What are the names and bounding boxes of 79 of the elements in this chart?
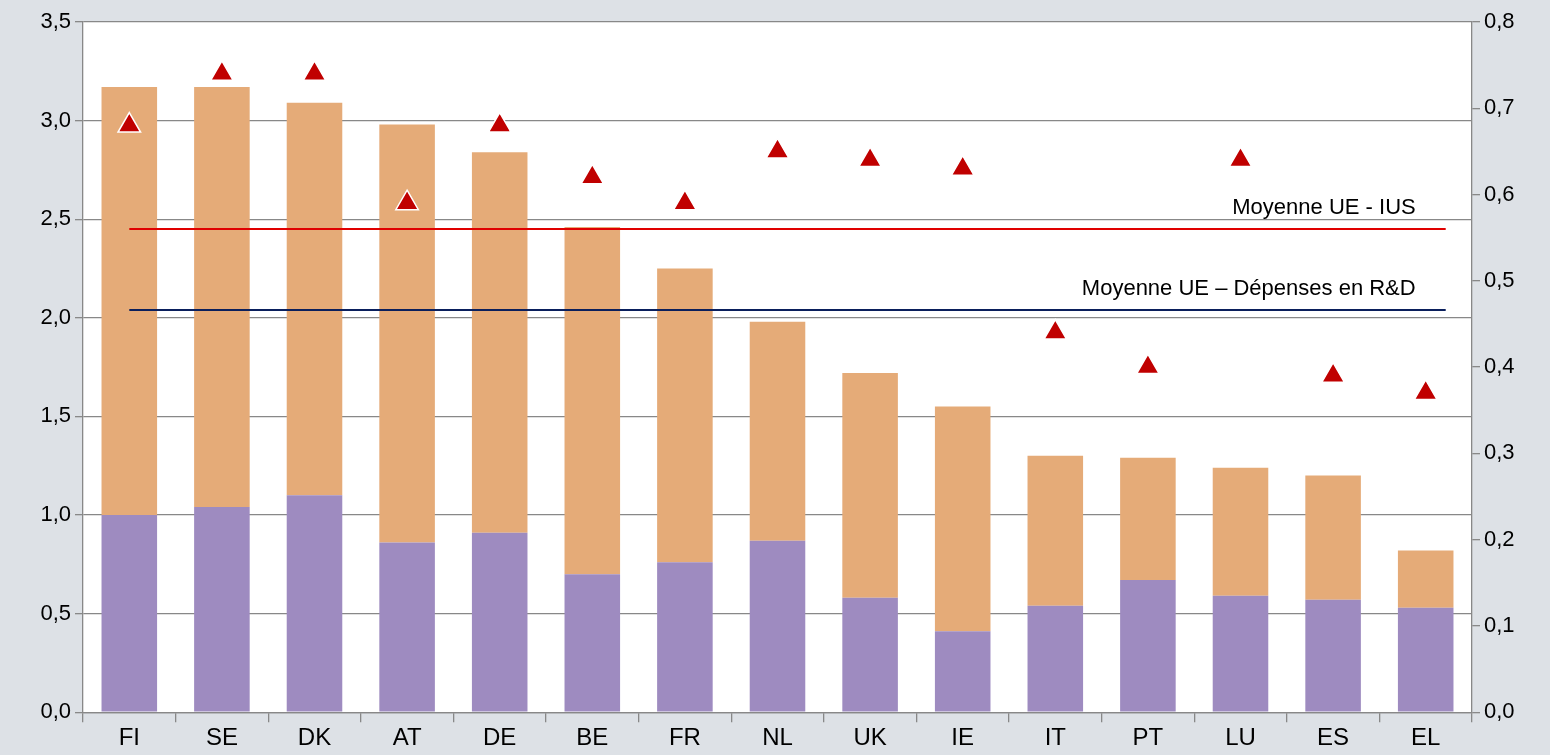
bar: [934, 631, 991, 712]
y-tick-label: 3,0: [40, 106, 71, 132]
point: [1413, 379, 1438, 401]
bar: [564, 574, 621, 712]
x-tick-label: NL: [762, 723, 793, 751]
bar: [749, 321, 806, 541]
ref-line-label: Moyenne UE - IUS: [1232, 194, 1416, 220]
bar: [471, 532, 528, 712]
bar: [471, 152, 528, 533]
point: [950, 154, 975, 176]
bar: [842, 373, 898, 598]
y-tick-label: 1,5: [40, 402, 71, 428]
bar: [1120, 457, 1176, 581]
y-tick-label: 0,0: [40, 698, 71, 724]
y-tick-label: 1,0: [40, 501, 71, 527]
point: [1043, 318, 1068, 340]
x-tick-label: IE: [951, 723, 975, 751]
point: [672, 189, 697, 211]
bar: [101, 515, 158, 712]
bar: [1027, 605, 1084, 712]
bar: [286, 495, 343, 712]
y-tick-label: 3,5: [40, 8, 71, 34]
bar: [1397, 607, 1454, 712]
y2-tick-label: 0,4: [1484, 353, 1515, 379]
bar: [194, 87, 250, 508]
point: [117, 111, 142, 133]
y2-tick-label: 0,1: [1484, 611, 1515, 637]
point: [858, 146, 883, 168]
y2-tick-label: 0,6: [1484, 180, 1515, 206]
point: [395, 189, 420, 211]
y2-tick-label: 0,0: [1484, 698, 1515, 724]
point: [209, 60, 234, 82]
bar: [194, 507, 250, 712]
bar: [379, 124, 435, 543]
y2-tick-label: 0,2: [1484, 525, 1515, 551]
y2-tick-label: 0,8: [1484, 8, 1515, 34]
point: [302, 60, 327, 82]
y-tick-label: 2,5: [40, 205, 71, 231]
x-tick-label: IT: [1044, 723, 1067, 751]
bar: [1305, 475, 1361, 600]
bar: [1120, 580, 1176, 712]
y2-tick-label: 0,5: [1484, 266, 1515, 292]
bar: [1212, 595, 1269, 712]
bar: [1027, 455, 1084, 606]
bar: [101, 87, 158, 515]
x-tick-label: BE: [576, 723, 609, 751]
bar: [934, 406, 991, 632]
x-tick-label: UK: [853, 723, 887, 751]
bar: [564, 227, 621, 575]
point: [487, 111, 512, 133]
bar: [1305, 599, 1361, 712]
x-tick-label: AT: [392, 723, 422, 751]
x-tick-label: EL: [1411, 723, 1441, 751]
bar: [657, 268, 713, 563]
point: [765, 137, 790, 159]
x-tick-label: ES: [1317, 723, 1350, 751]
y2-tick-label: 0,7: [1484, 94, 1515, 120]
ref-line-label: Moyenne UE – Dépenses en R&D: [1081, 274, 1416, 300]
point: [1321, 361, 1346, 383]
y-tick-label: 0,5: [40, 599, 71, 625]
y2-tick-label: 0,3: [1484, 439, 1515, 465]
bar: [1397, 550, 1454, 608]
x-tick-label: FR: [668, 723, 701, 751]
bar: [1212, 467, 1269, 596]
point: [1135, 353, 1160, 375]
x-tick-label: LU: [1225, 723, 1256, 751]
x-tick-label: DE: [483, 723, 517, 751]
x-tick-label: PT: [1132, 723, 1164, 751]
bar: [379, 542, 435, 712]
bar: [286, 102, 343, 496]
point: [580, 163, 605, 185]
point: [1228, 146, 1253, 168]
bar: [749, 540, 806, 712]
x-tick-label: DK: [297, 723, 332, 751]
x-tick-label: SE: [205, 723, 238, 751]
y-tick-label: 2,0: [40, 303, 71, 329]
x-tick-label: FI: [118, 723, 140, 751]
bar: [842, 597, 898, 712]
bar: [657, 562, 713, 712]
